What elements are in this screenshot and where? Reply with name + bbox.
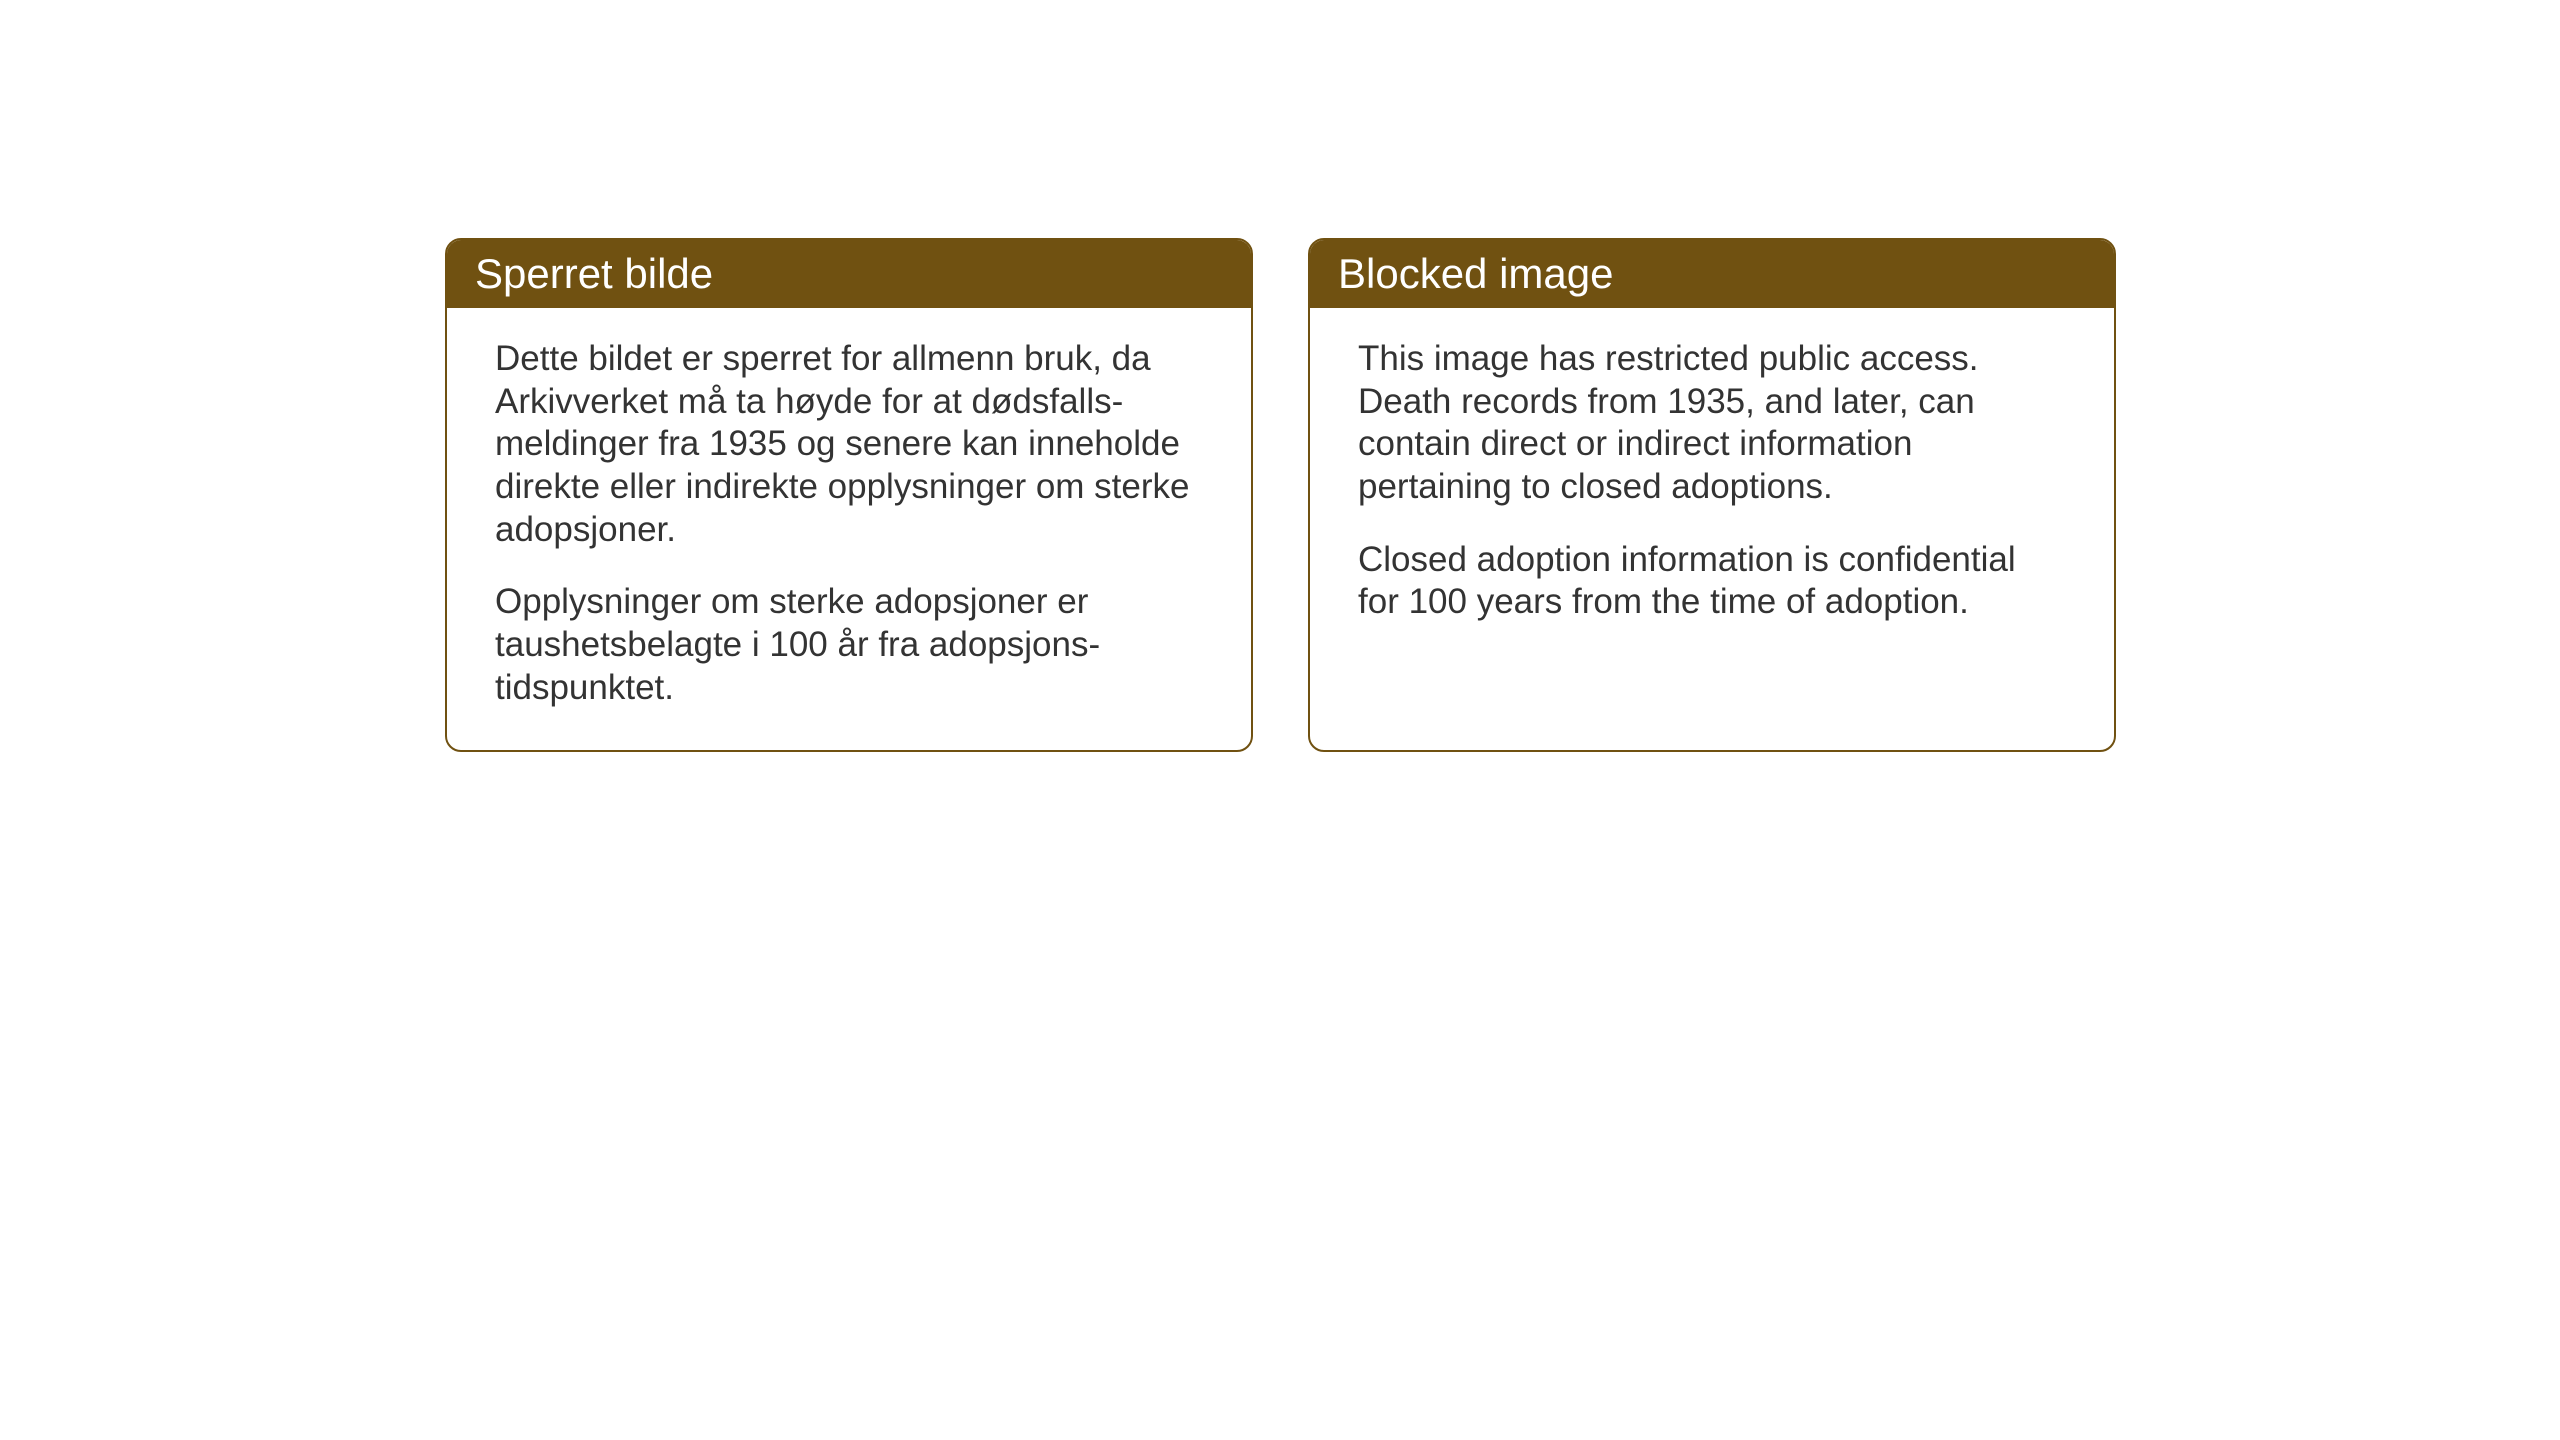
english-paragraph-2: Closed adoption information is confident… [1358, 539, 2066, 624]
notice-container: Sperret bilde Dette bildet er sperret fo… [445, 238, 2116, 752]
english-paragraph-1: This image has restricted public access.… [1358, 338, 2066, 509]
norwegian-paragraph-1: Dette bildet er sperret for allmenn bruk… [495, 338, 1203, 551]
english-card-body: This image has restricted public access.… [1310, 308, 2114, 664]
english-notice-card: Blocked image This image has restricted … [1308, 238, 2116, 752]
norwegian-notice-card: Sperret bilde Dette bildet er sperret fo… [445, 238, 1253, 752]
english-card-title: Blocked image [1310, 240, 2114, 308]
norwegian-card-body: Dette bildet er sperret for allmenn bruk… [447, 308, 1251, 750]
norwegian-paragraph-2: Opplysninger om sterke adopsjoner er tau… [495, 581, 1203, 709]
norwegian-card-title: Sperret bilde [447, 240, 1251, 308]
